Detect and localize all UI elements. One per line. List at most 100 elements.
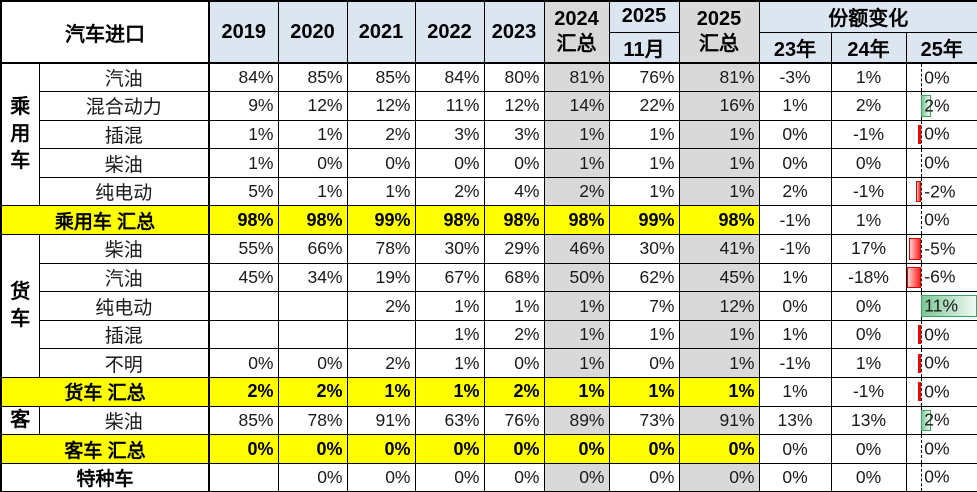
value-cell[interactable]: 1% xyxy=(543,119,610,150)
category-label-cell[interactable]: 柴油 xyxy=(38,234,210,264)
share-value-cell[interactable]: 13% xyxy=(830,405,907,436)
share-value-cell[interactable]: 0% xyxy=(758,148,832,178)
header-year-2022[interactable]: 2022 xyxy=(414,0,485,64)
value-cell[interactable]: 0% xyxy=(678,434,760,464)
value-cell[interactable]: 2% xyxy=(277,377,348,407)
value-cell[interactable]: 1% xyxy=(608,148,680,178)
share-value-cell[interactable]: 0% xyxy=(758,291,832,321)
value-cell[interactable]: 76% xyxy=(608,62,680,93)
share-value-cell[interactable]: 1% xyxy=(830,205,907,236)
value-cell[interactable] xyxy=(208,462,279,492)
value-cell[interactable]: 78% xyxy=(277,405,348,436)
value-cell[interactable]: 81% xyxy=(678,62,760,93)
share-value-cell[interactable]: 2% xyxy=(830,91,907,121)
value-cell[interactable]: 3% xyxy=(483,119,545,150)
share-value-cell[interactable]: 2% xyxy=(758,176,832,207)
share-value-cell[interactable]: 1% xyxy=(758,91,832,121)
value-cell[interactable]: 0% xyxy=(414,148,485,178)
share-25-cell[interactable]: -2% xyxy=(905,176,977,207)
value-cell[interactable]: 84% xyxy=(414,62,485,93)
share-value-cell[interactable]: 1% xyxy=(830,62,907,93)
share-value-cell[interactable]: -1% xyxy=(758,205,832,236)
value-cell[interactable]: 4% xyxy=(483,176,545,207)
value-cell[interactable]: 1% xyxy=(678,176,760,207)
value-cell[interactable]: 98% xyxy=(414,205,485,236)
value-cell[interactable]: 85% xyxy=(277,62,348,93)
share-25-cell[interactable]: 0% xyxy=(905,434,977,464)
value-cell[interactable]: 0% xyxy=(346,148,416,178)
value-cell[interactable]: 19% xyxy=(346,262,416,293)
share-25-cell[interactable]: 0% xyxy=(905,148,977,178)
value-cell[interactable]: 1% xyxy=(543,291,610,321)
value-cell[interactable] xyxy=(277,291,348,321)
value-cell[interactable]: 0% xyxy=(277,462,348,492)
category-label-cell[interactable]: 柴油 xyxy=(38,405,210,436)
share-value-cell[interactable]: 1% xyxy=(758,319,832,350)
value-cell[interactable] xyxy=(208,291,279,321)
value-cell[interactable]: 1% xyxy=(483,291,545,321)
value-cell[interactable]: 66% xyxy=(277,234,348,264)
category-label-cell[interactable]: 不明 xyxy=(38,348,210,379)
value-cell[interactable]: 1% xyxy=(208,148,279,178)
value-cell[interactable]: 5% xyxy=(208,176,279,207)
value-cell[interactable]: 0% xyxy=(543,434,610,464)
share-value-cell[interactable]: 0% xyxy=(830,319,907,350)
share-value-cell[interactable]: -1% xyxy=(830,119,907,150)
share-value-cell[interactable]: 0% xyxy=(758,119,832,150)
category-label-cell[interactable]: 汽油 xyxy=(38,62,210,93)
value-cell[interactable]: 0% xyxy=(208,348,279,379)
value-cell[interactable]: 98% xyxy=(483,205,545,236)
value-cell[interactable]: 1% xyxy=(208,119,279,150)
share-25-cell[interactable]: 0% xyxy=(905,205,977,236)
header-year-2020[interactable]: 2020 xyxy=(277,0,348,64)
value-cell[interactable]: 30% xyxy=(414,234,485,264)
value-cell[interactable]: 1% xyxy=(678,377,760,407)
group-label-cell[interactable]: 货车 xyxy=(0,234,40,379)
value-cell[interactable]: 2% xyxy=(346,291,416,321)
value-cell[interactable]: 1% xyxy=(678,119,760,150)
value-cell[interactable]: 84% xyxy=(208,62,279,93)
value-cell[interactable]: 1% xyxy=(608,377,680,407)
category-label-cell[interactable]: 插混 xyxy=(38,319,210,350)
value-cell[interactable]: 45% xyxy=(678,262,760,293)
value-cell[interactable]: 1% xyxy=(608,119,680,150)
value-cell[interactable]: 62% xyxy=(608,262,680,293)
share-25-cell[interactable]: 2% xyxy=(905,405,977,436)
share-value-cell[interactable]: -18% xyxy=(830,262,907,293)
value-cell[interactable]: 0% xyxy=(346,462,416,492)
value-cell[interactable]: 1% xyxy=(608,319,680,350)
value-cell[interactable]: 1% xyxy=(414,319,485,350)
value-cell[interactable]: 80% xyxy=(483,62,545,93)
value-cell[interactable]: 0% xyxy=(608,348,680,379)
header-share-year-25[interactable]: 25年 xyxy=(905,31,977,64)
value-cell[interactable]: 2% xyxy=(414,176,485,207)
value-cell[interactable]: 55% xyxy=(208,234,279,264)
value-cell[interactable]: 89% xyxy=(543,405,610,436)
summary-label-cell[interactable]: 货车 汇总 xyxy=(0,377,210,407)
value-cell[interactable]: 0% xyxy=(277,348,348,379)
share-value-cell[interactable]: 0% xyxy=(758,462,832,492)
value-cell[interactable] xyxy=(346,319,416,350)
value-cell[interactable]: 0% xyxy=(483,434,545,464)
group-label-cell[interactable]: 乘用车 xyxy=(0,62,40,207)
value-cell[interactable]: 50% xyxy=(543,262,610,293)
value-cell[interactable]: 34% xyxy=(277,262,348,293)
share-25-cell[interactable]: 11% xyxy=(905,291,977,321)
value-cell[interactable]: 1% xyxy=(277,119,348,150)
value-cell[interactable]: 0% xyxy=(483,348,545,379)
share-value-cell[interactable]: 1% xyxy=(830,348,907,379)
header-2025-total[interactable]: 2025 汇总 xyxy=(678,0,760,64)
value-cell[interactable]: 98% xyxy=(678,205,760,236)
share-value-cell[interactable]: 0% xyxy=(830,291,907,321)
value-cell[interactable]: 0% xyxy=(608,462,680,492)
group-label-cell[interactable]: 客 xyxy=(0,405,40,436)
value-cell[interactable]: 3% xyxy=(414,119,485,150)
share-25-cell[interactable]: 0% xyxy=(905,119,977,150)
share-25-cell[interactable]: -5% xyxy=(905,234,977,264)
value-cell[interactable]: 46% xyxy=(543,234,610,264)
share-value-cell[interactable]: 0% xyxy=(830,148,907,178)
value-cell[interactable]: 2% xyxy=(346,119,416,150)
share-value-cell[interactable]: 17% xyxy=(830,234,907,264)
value-cell[interactable]: 1% xyxy=(678,319,760,350)
share-25-cell[interactable]: 0% xyxy=(905,462,977,492)
